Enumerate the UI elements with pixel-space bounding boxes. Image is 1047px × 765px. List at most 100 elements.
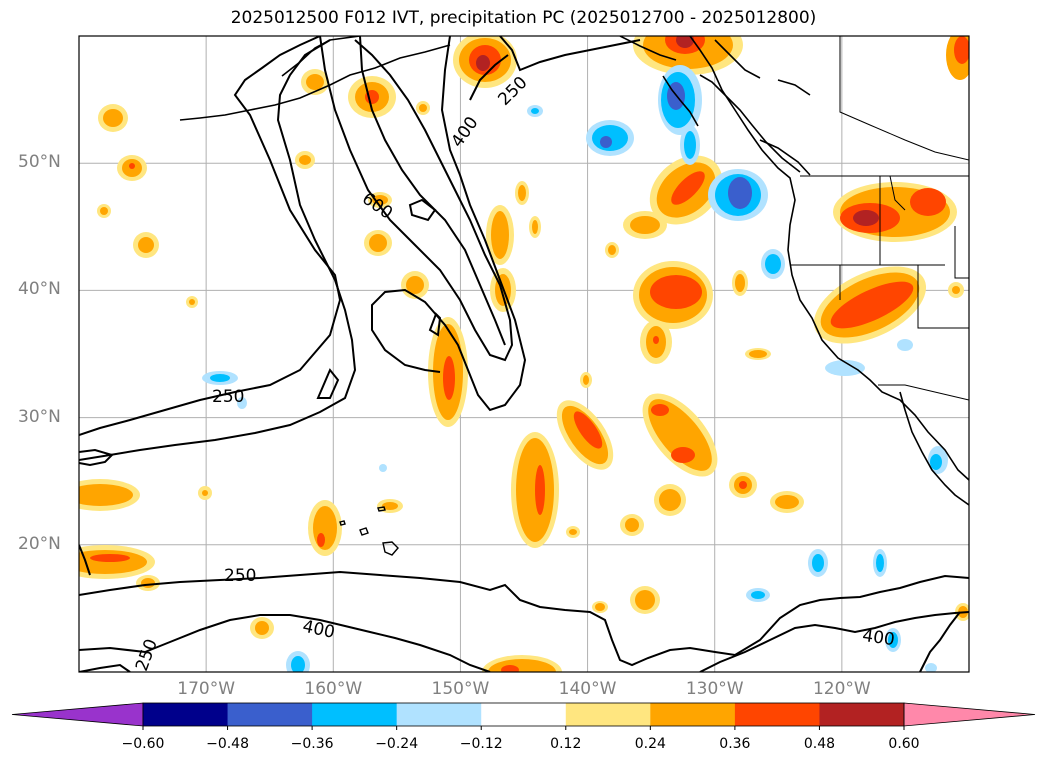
precip-blob xyxy=(566,526,580,538)
precip-blob xyxy=(250,617,274,639)
borders xyxy=(790,36,969,401)
precip-blob-negative xyxy=(202,371,238,385)
lon-tick-label: 140°W xyxy=(558,679,617,699)
precip-blob xyxy=(745,348,771,360)
precip-blob-negative xyxy=(928,446,948,474)
precip-blob-negative xyxy=(746,588,770,602)
ivt-contours xyxy=(79,36,969,672)
colorbar-extend-high xyxy=(903,702,1036,727)
colorbar-swatch xyxy=(227,703,313,726)
precip-blob xyxy=(133,232,159,258)
precip-blob xyxy=(813,266,927,344)
map-title: 2025012500 F012 IVT, precipitation PC (2… xyxy=(230,8,817,28)
precip-blob xyxy=(556,400,614,470)
precip-blob xyxy=(654,484,686,516)
precip-blob xyxy=(515,181,529,205)
precip-blob xyxy=(592,601,608,613)
lat-tick-label: 40°N xyxy=(18,279,61,300)
precip-blob xyxy=(79,545,155,579)
colorbar-tick-label: −0.60 xyxy=(121,736,165,752)
precip-blob xyxy=(198,486,212,500)
precip-blob xyxy=(732,270,748,296)
precip-blob xyxy=(348,76,396,118)
precip-blob xyxy=(946,36,969,80)
lon-tick-label: 160°W xyxy=(304,679,363,699)
colorbar-tick-label: −0.48 xyxy=(206,736,249,752)
precip-positive-areas xyxy=(79,36,969,672)
precip-blob xyxy=(482,655,562,672)
contour-label: 250 xyxy=(212,387,244,407)
precip-blob xyxy=(368,192,392,208)
precip-blob xyxy=(117,155,147,181)
precip-blob xyxy=(642,393,718,477)
colorbar-swatch xyxy=(650,703,736,726)
precip-blob xyxy=(136,575,160,591)
precip-blob xyxy=(833,182,957,242)
colorbar-tick-label: −0.12 xyxy=(459,736,503,752)
colorbar xyxy=(11,702,1036,730)
colorbar-swatch xyxy=(396,703,482,726)
precip-blob-negative xyxy=(527,105,543,117)
ivt-contour-250 xyxy=(79,36,342,436)
precip-blob xyxy=(97,204,111,218)
colorbar-tick-label: 0.60 xyxy=(888,736,920,752)
colorbar-tick-label: −0.24 xyxy=(375,736,419,752)
precip-blob xyxy=(186,296,198,308)
colorbar-tick-label: 0.48 xyxy=(803,736,836,752)
contour-label: 400 xyxy=(861,626,896,650)
colorbar-tick-label: −0.36 xyxy=(290,736,334,752)
lon-tick-label: 150°W xyxy=(431,679,490,699)
lat-tick-label: 30°N xyxy=(18,406,61,427)
ivt-contour-600 xyxy=(319,36,514,362)
precip-blob xyxy=(364,230,392,256)
precip-blob xyxy=(649,155,723,225)
colorbar-extend-low xyxy=(11,702,144,727)
colorbar-outline xyxy=(142,702,905,727)
precip-blob xyxy=(308,500,342,556)
colorbar-tick-label: 0.24 xyxy=(634,736,666,752)
colorbar-tick-label: 0.36 xyxy=(719,736,751,752)
precip-blob-negative xyxy=(761,249,785,279)
precip-blob xyxy=(633,261,713,329)
islands xyxy=(339,506,399,556)
lon-tick-label: 120°W xyxy=(812,679,871,699)
gridlines xyxy=(79,36,969,672)
lat-tick-label: 20°N xyxy=(18,533,61,554)
colorbar-swatch xyxy=(565,703,651,726)
precip-blob-negative xyxy=(808,549,828,577)
precip-blob xyxy=(580,372,592,388)
precip-blob xyxy=(948,282,964,298)
lon-tick-label: 130°W xyxy=(685,679,744,699)
precip-blob xyxy=(623,211,667,239)
precip-blob-negative xyxy=(237,397,247,409)
precip-blob xyxy=(377,499,403,513)
precip-blob xyxy=(295,151,315,169)
precip-blob xyxy=(453,36,517,88)
precip-blob xyxy=(416,101,430,115)
precip-blob xyxy=(98,104,128,132)
precip-blob xyxy=(605,242,619,258)
colorbar-swatch xyxy=(143,703,229,726)
precip-blob xyxy=(401,271,429,299)
ivt-contour-400 xyxy=(79,39,357,461)
colorbar-swatch xyxy=(734,703,820,726)
precip-blob xyxy=(79,479,140,511)
colorbar-swatch xyxy=(819,703,905,726)
precip-blob xyxy=(620,514,644,536)
lat-tick-label: 50°N xyxy=(18,152,61,173)
precip-blob xyxy=(640,320,672,364)
precip-blob-negative xyxy=(708,169,768,221)
precip-blob-negative xyxy=(885,628,901,652)
precip-blob xyxy=(486,205,514,265)
precip-blob-negative xyxy=(825,360,865,376)
precip-blob-negative xyxy=(286,651,310,672)
colorbar-swatch xyxy=(312,703,398,726)
precip-blob-negative xyxy=(897,339,913,351)
colorbar-tick-label: 0.12 xyxy=(550,736,582,752)
contour-label: 250 xyxy=(224,566,256,586)
precip-blob xyxy=(529,216,541,238)
colorbar-swatch xyxy=(481,703,567,726)
precip-blob-negative xyxy=(379,464,387,472)
precip-blob xyxy=(729,472,757,498)
